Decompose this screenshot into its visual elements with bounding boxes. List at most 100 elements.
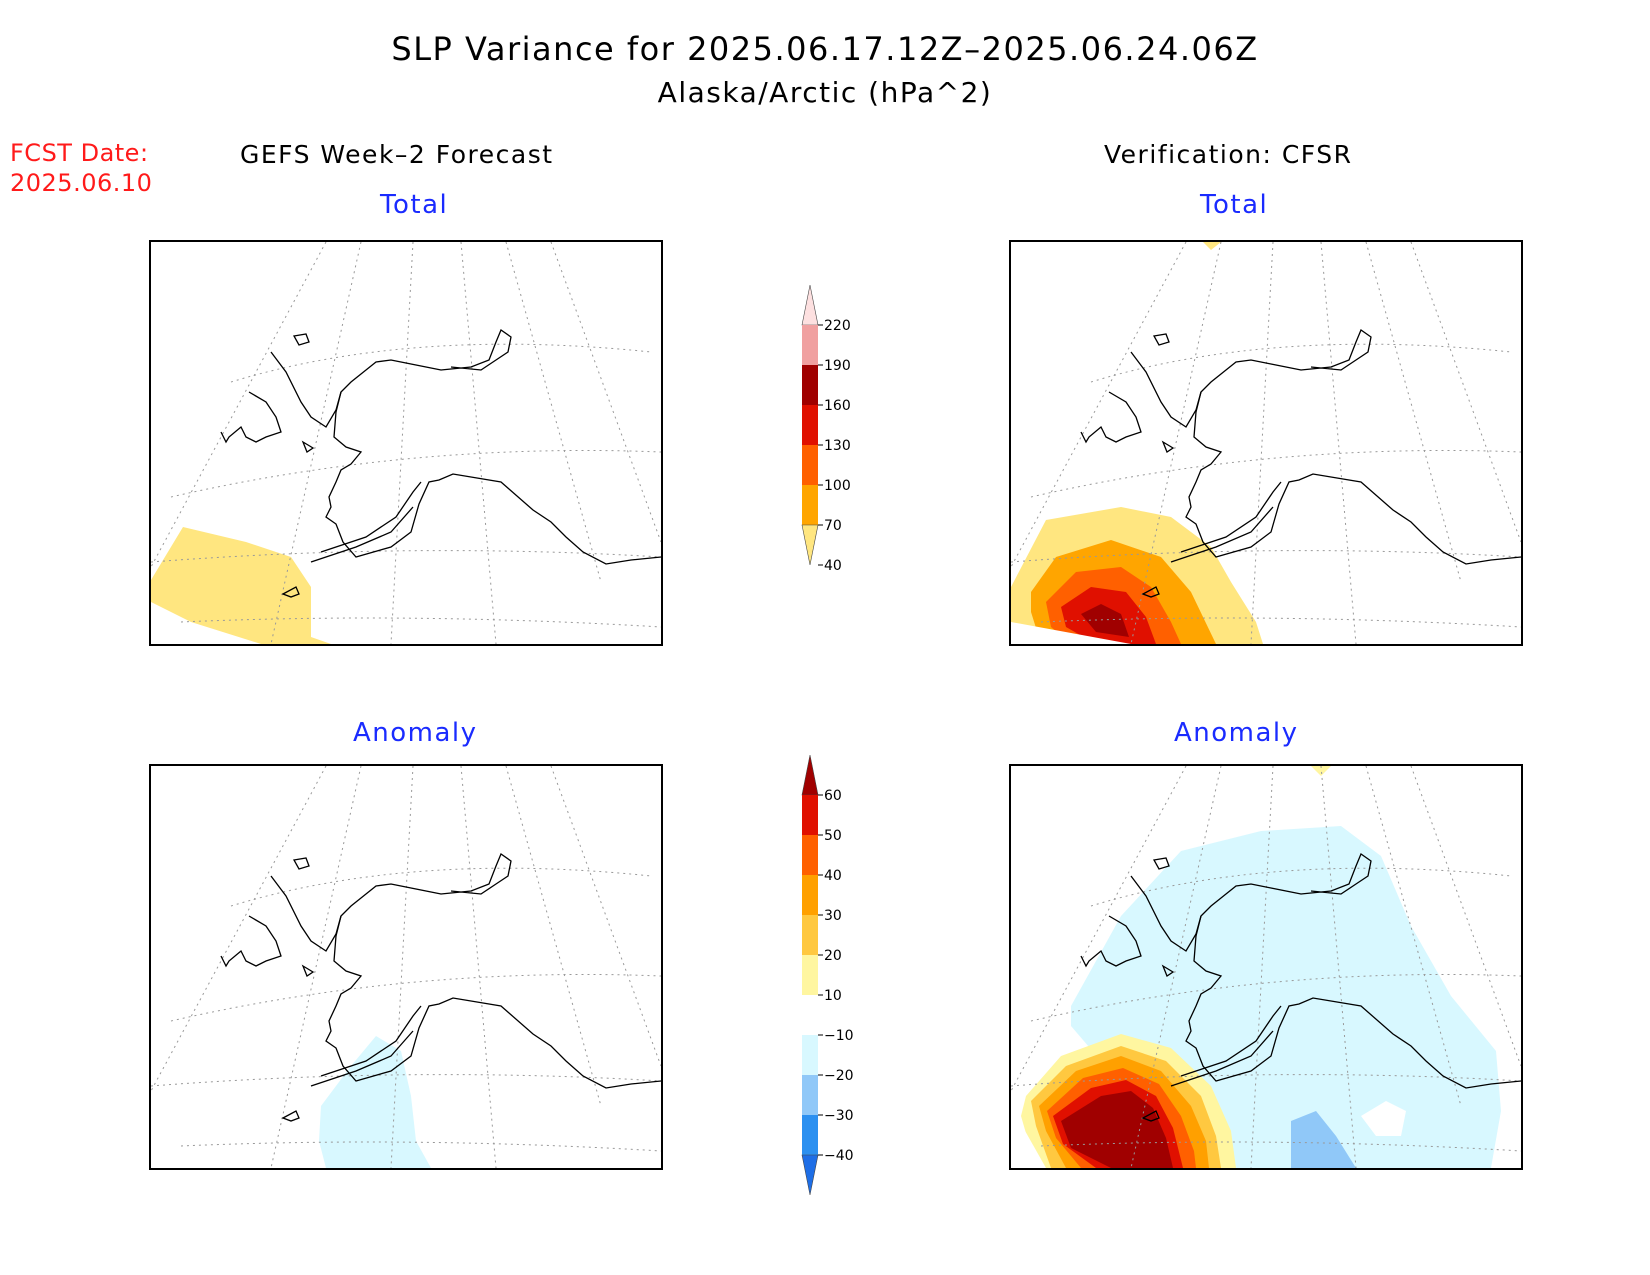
colorbar-bin bbox=[802, 915, 818, 955]
graticule-line bbox=[1365, 766, 1462, 1107]
graticule-line bbox=[550, 242, 661, 543]
coastline-segment bbox=[292, 857, 310, 870]
map-forecast-anomaly bbox=[149, 764, 663, 1170]
graticule-line bbox=[1040, 1141, 1521, 1152]
coastline-segment bbox=[220, 391, 282, 444]
colorbar-bin bbox=[802, 1075, 818, 1115]
coastline-segment bbox=[1180, 481, 1282, 553]
graticule bbox=[151, 242, 661, 644]
chart-subtitle: Alaska/Arctic (hPa^2) bbox=[657, 76, 993, 109]
coastline-segment bbox=[325, 915, 661, 1089]
fcst-date-label: FCST Date: bbox=[10, 139, 149, 167]
coastline-segment bbox=[310, 506, 414, 563]
colorbar-bin bbox=[802, 325, 818, 365]
graticule-line bbox=[1365, 242, 1462, 583]
colorbar-tick-label: 100 bbox=[824, 478, 851, 494]
graticule-line bbox=[230, 343, 652, 383]
graticule-line bbox=[1090, 343, 1512, 383]
colorbar-total-labels: 40 70 100 130 160 190 220 bbox=[818, 318, 851, 574]
forecast-anomaly-title: Anomaly bbox=[353, 718, 478, 748]
colorbar-bin bbox=[802, 995, 818, 1035]
graticule-line bbox=[1130, 242, 1222, 644]
colorbar-tick-label: 60 bbox=[824, 788, 842, 804]
map-forecast-anomaly-svg bbox=[151, 766, 661, 1168]
colorbar-tick-label: −30 bbox=[824, 1108, 854, 1124]
graticule-line bbox=[170, 449, 661, 498]
colorbar-tick-label: −10 bbox=[824, 1028, 854, 1044]
coastline-segment bbox=[325, 391, 661, 565]
coastline-segment bbox=[1170, 1030, 1274, 1087]
coastline-segment bbox=[1152, 857, 1170, 870]
coastline-segment bbox=[281, 1110, 300, 1122]
verification-anomaly-title: Anomaly bbox=[1174, 718, 1299, 748]
graticule-line bbox=[1250, 242, 1274, 644]
colorbar-bin bbox=[801, 754, 819, 796]
coastline-segment bbox=[220, 915, 282, 968]
colorbar-anomaly: −40 −30 −20 −10 10 20 30 40 50 60 bbox=[801, 754, 854, 1196]
graticule-line bbox=[390, 766, 414, 1168]
graticule-line bbox=[1320, 766, 1357, 1168]
fcst-date-value: 2025.06.10 bbox=[10, 169, 153, 197]
graticule-line bbox=[170, 973, 661, 1022]
map-verification-total-svg bbox=[1011, 242, 1521, 644]
coastline-segment bbox=[1080, 391, 1142, 444]
graticule-line bbox=[1030, 973, 1521, 1022]
colorbar-total: 40 70 100 130 160 190 220 bbox=[801, 284, 851, 574]
graticule-line bbox=[505, 242, 602, 583]
colorbar-tick-label: 160 bbox=[824, 398, 851, 414]
graticule bbox=[151, 766, 661, 1168]
colorbar-bin bbox=[802, 405, 818, 445]
coastline-segment bbox=[320, 1005, 422, 1077]
colorbar-tick-label: −40 bbox=[824, 1148, 854, 1164]
coastline-segment bbox=[1141, 1110, 1160, 1122]
graticule-line bbox=[550, 766, 661, 1067]
colorbar-bin bbox=[802, 1035, 818, 1075]
graticule-line bbox=[151, 242, 327, 568]
graticule-line bbox=[1030, 449, 1521, 498]
coastline-segment bbox=[1080, 915, 1142, 968]
verification-total-title: Total bbox=[1200, 190, 1269, 220]
colorbar-tick-label: 130 bbox=[824, 438, 851, 454]
forecast-column-header: GEFS Week–2 Forecast bbox=[240, 140, 554, 169]
coastline-segment bbox=[1161, 440, 1175, 453]
colorbar-bin bbox=[802, 795, 818, 835]
colorbar-tick-label: −20 bbox=[824, 1068, 854, 1084]
coastline-segment bbox=[310, 1030, 414, 1087]
map-verification-anomaly bbox=[1009, 764, 1523, 1170]
colorbar-total-bins bbox=[801, 284, 819, 566]
verification-column-header: Verification: CFSR bbox=[1104, 140, 1353, 169]
colorbar-anomaly-bins bbox=[801, 754, 819, 1196]
shading bbox=[1011, 766, 1501, 1168]
colorbar-bin bbox=[802, 955, 818, 995]
colorbar-tick-label: 30 bbox=[824, 908, 842, 924]
coastline-segment bbox=[1185, 391, 1521, 565]
coastline bbox=[1080, 329, 1521, 598]
graticule-line bbox=[230, 867, 652, 907]
colorbar-anomaly-labels: −40 −30 −20 −10 10 20 30 40 50 60 bbox=[818, 788, 854, 1164]
coastline-segment bbox=[281, 586, 300, 598]
graticule-line bbox=[1011, 766, 1187, 1092]
graticule-line bbox=[1250, 766, 1274, 1168]
colorbar-tick-label: 70 bbox=[824, 518, 842, 534]
map-verification-total bbox=[1009, 240, 1523, 646]
graticule bbox=[1011, 242, 1521, 644]
colorbar-tick-label: 50 bbox=[824, 828, 842, 844]
colorbar-tick-label: 190 bbox=[824, 358, 851, 374]
graticule-line bbox=[460, 242, 497, 644]
colorbar-bin bbox=[802, 835, 818, 875]
colorbar-bin bbox=[802, 875, 818, 915]
coastline bbox=[220, 853, 661, 1122]
colorbar-bin bbox=[802, 1115, 818, 1155]
coastline-segment bbox=[1185, 915, 1521, 1089]
graticule-line bbox=[1011, 242, 1187, 568]
graticule-line bbox=[460, 766, 497, 1168]
graticule-line bbox=[390, 242, 414, 644]
colorbar-tick-label: 20 bbox=[824, 948, 842, 964]
chart-title: SLP Variance for 2025.06.17.12Z–2025.06.… bbox=[391, 30, 1259, 68]
graticule-line bbox=[180, 1141, 661, 1152]
graticule-line bbox=[180, 617, 661, 628]
coastline-segment bbox=[1161, 964, 1175, 977]
colorbar-tick-label: 40 bbox=[824, 558, 842, 574]
coastline-segment bbox=[1152, 333, 1170, 346]
colorbar-bin bbox=[801, 524, 819, 566]
